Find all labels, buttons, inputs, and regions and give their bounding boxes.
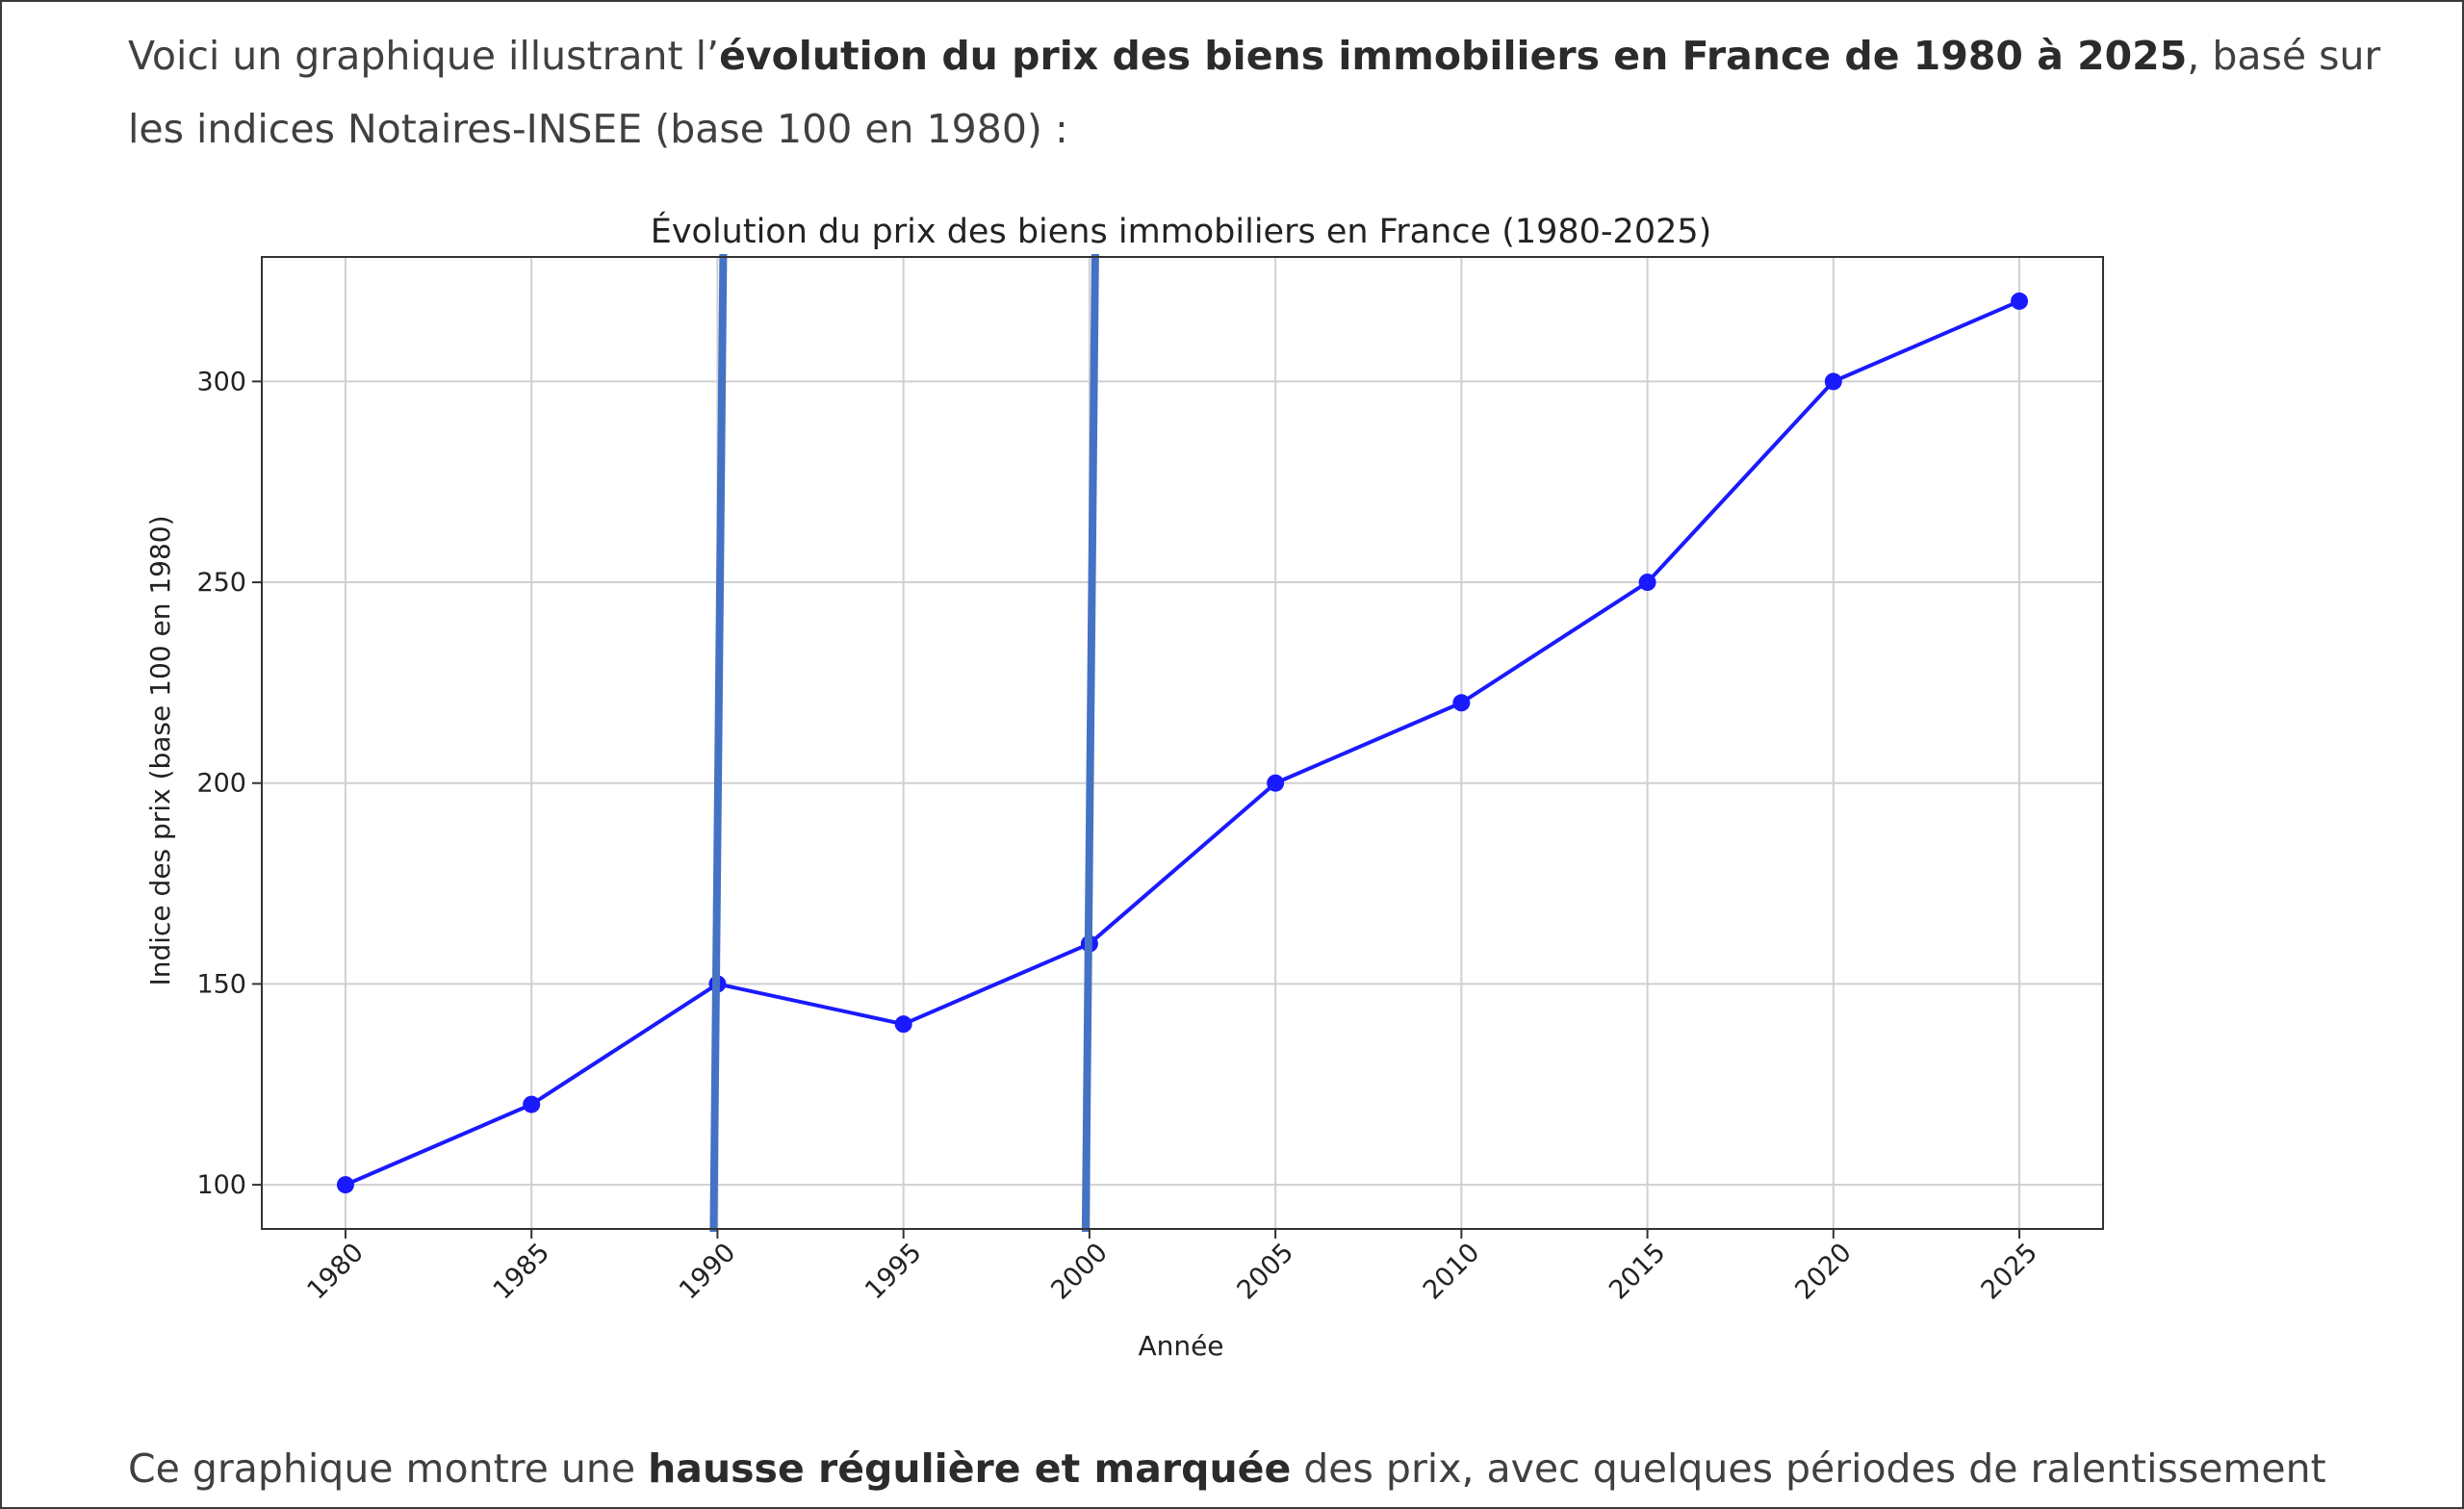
data-point [894, 1015, 912, 1034]
outro-text-start: Ce graphique montre une [128, 1445, 649, 1492]
y-tick-label: 250 [196, 568, 246, 598]
intro-text-end: , basé sur [2187, 33, 2381, 79]
y-axis-label: Indice des prix (base 100 en 1980) [144, 515, 176, 985]
y-tick-label: 150 [196, 969, 246, 999]
x-tick-label: 1990 [674, 1238, 742, 1306]
data-point [336, 1176, 354, 1194]
y-tick-label: 200 [196, 769, 246, 799]
price-index-chart: Évolution du prix des biens immobiliers … [144, 211, 2104, 1362]
intro-line-2: les indices Notaires-INSEE (base 100 en … [128, 106, 1068, 152]
x-tick-label: 2005 [1232, 1238, 1300, 1306]
x-tick-label: 2025 [1975, 1238, 2043, 1306]
data-point [523, 1095, 541, 1113]
data-point [1267, 774, 1285, 792]
x-tick-label: 1985 [488, 1238, 556, 1306]
y-tick-label: 300 [196, 367, 246, 396]
data-point [2011, 292, 2029, 310]
intro-line-1: Voici un graphique illustrant l’évolutio… [128, 19, 2380, 92]
data-point [1824, 372, 1842, 391]
intro-text-bold: évolution du prix des biens immobiliers … [719, 33, 2188, 79]
outro-paragraph: Ce graphique montre une hausse régulière… [128, 1432, 2326, 1505]
outro-text-bold: hausse régulière et marquée [648, 1445, 1292, 1492]
plot-area-frame [261, 256, 2104, 1230]
x-tick-label: 1995 [860, 1238, 928, 1306]
data-point [1638, 574, 1656, 592]
annotation-line [709, 253, 728, 1233]
outro-text-end: des prix, avec quelques périodes de rale… [1291, 1445, 2326, 1492]
chart-title: Évolution du prix des biens immobiliers … [651, 211, 1712, 251]
x-tick-label: 2000 [1045, 1238, 1114, 1306]
intro-paragraph: Voici un graphique illustrant l’évolutio… [128, 19, 2380, 166]
grid-lines [262, 257, 2103, 1229]
x-tick-label: 2010 [1418, 1238, 1486, 1306]
x-tick-label: 2020 [1789, 1238, 1858, 1306]
y-tick-label: 100 [196, 1170, 246, 1200]
x-axis-label: Année [1138, 1330, 1223, 1362]
data-series [336, 292, 2029, 1194]
x-tick-label: 2015 [1604, 1238, 1672, 1306]
x-tick-label: 1980 [301, 1238, 370, 1306]
intro-text-start: Voici un graphique illustrant l’ [128, 33, 720, 79]
annotation-line [1081, 253, 1099, 1233]
data-point [1452, 694, 1471, 712]
series-line [345, 299, 2020, 1187]
axis-ticks: 1980 1985 1990 1995 2000 2005 2010 2015 2020 2025… [196, 367, 2043, 1305]
annotation-lines [709, 253, 1099, 1233]
